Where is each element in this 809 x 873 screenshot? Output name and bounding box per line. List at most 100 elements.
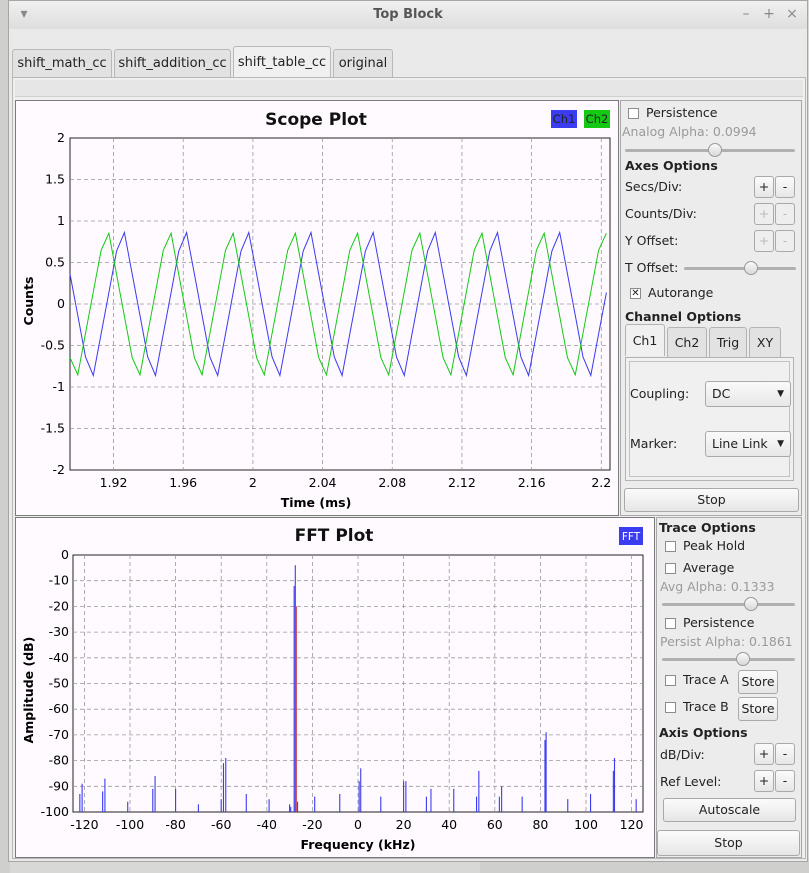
y-offset-decrease-button[interactable]: - xyxy=(775,230,795,252)
coupling-select[interactable]: DC ▼ xyxy=(705,381,791,407)
minimize-icon[interactable]: – xyxy=(742,6,750,22)
scope-title: Scope Plot xyxy=(265,110,367,130)
chevron-down-icon: ▼ xyxy=(777,439,784,449)
analog-alpha-slider-knob[interactable] xyxy=(708,143,723,157)
trace-a-store-button[interactable]: Store xyxy=(738,670,778,694)
analog-alpha-label: Analog Alpha: 0.0994 xyxy=(622,124,757,139)
ref-level-label: Ref Level: xyxy=(660,774,722,789)
scope-plot: Scope Plot Ch1 Ch2 1.92 1.96 2 2.04 2.08 2.12 2… xyxy=(21,110,611,510)
fft-stop-button[interactable]: Stop xyxy=(657,830,800,856)
fft-x-tick-label: -20 xyxy=(302,817,322,832)
ref-level-increase-button[interactable]: + xyxy=(754,770,774,792)
scope-series-ch2 xyxy=(69,231,607,377)
db-div-label: dB/Div: xyxy=(660,747,705,762)
db-div-increase-button[interactable]: + xyxy=(754,743,774,765)
marker-select[interactable]: Line Link ▼ xyxy=(705,431,791,457)
fft-y-tick-label: 0 xyxy=(61,547,69,562)
scope-y-tick-label: -1.5 xyxy=(41,421,65,436)
maximize-icon[interactable]: + xyxy=(763,6,775,22)
fft-x-tick-label: 100 xyxy=(574,817,598,832)
scope-y-tick-label: 0.5 xyxy=(45,255,65,270)
avg-alpha-label: Avg Alpha: 0.1333 xyxy=(660,579,775,594)
fft-x-tick-label: -100 xyxy=(116,817,144,832)
marker-label: Marker: xyxy=(630,436,678,451)
close-icon[interactable]: × xyxy=(786,6,798,22)
counts-div-increase-button[interactable]: + xyxy=(754,203,774,225)
average-label: Average xyxy=(683,560,735,575)
tab-label: original xyxy=(338,56,388,71)
autoscale-button[interactable]: Autoscale xyxy=(663,798,796,822)
fft-x-tick-label: 60 xyxy=(487,817,503,832)
persist-alpha-slider-track[interactable] xyxy=(662,658,795,661)
scope-x-tick-label: 2 xyxy=(249,475,257,490)
persist-alpha-label: Persist Alpha: 0.1861 xyxy=(660,634,793,649)
scope-control-panel: Persistence Analog Alpha: 0.0994 Axes Op… xyxy=(620,100,802,516)
secs-div-label: Secs/Div: xyxy=(625,179,683,194)
secs-div-increase-button[interactable]: + xyxy=(754,176,774,198)
fft-y-tick-label: -60 xyxy=(49,701,69,716)
fft-legend-label: FFT xyxy=(622,531,641,543)
fft-y-tick-label: -40 xyxy=(49,650,69,665)
scope-x-tick-label: 2.08 xyxy=(378,475,406,490)
channel-tab-ch1[interactable]: Ch1 xyxy=(625,324,665,356)
title-bar[interactable]: ▾ Top Block – + × xyxy=(9,1,807,29)
channel-tab-trig[interactable]: Trig xyxy=(709,327,747,357)
trace-a-label: Trace A xyxy=(683,672,729,687)
trace-b-store-button[interactable]: Store xyxy=(738,697,778,721)
scope-y-tick-label: 1.5 xyxy=(45,172,65,187)
tab-shift-math-cc[interactable]: shift_math_cc xyxy=(12,49,112,77)
fft-y-tick-label: -80 xyxy=(49,753,69,768)
channel-options-frame xyxy=(629,361,790,477)
tab-label: shift_math_cc xyxy=(17,56,107,71)
secs-div-decrease-button[interactable]: - xyxy=(775,176,795,198)
fft-x-axis-label: Frequency (kHz) xyxy=(301,837,416,852)
tab-shift-table-cc[interactable]: shift_table_cc xyxy=(233,46,331,78)
persistence-checkbox[interactable] xyxy=(628,108,639,119)
fft-y-tick-label: -50 xyxy=(49,676,69,691)
avg-alpha-slider-knob[interactable] xyxy=(744,597,759,611)
scope-x-tick-label: 2.12 xyxy=(448,475,476,490)
scope-stop-button[interactable]: Stop xyxy=(624,488,799,512)
t-offset-slider-track[interactable] xyxy=(684,267,796,270)
y-offset-label: Y Offset: xyxy=(625,233,679,248)
channel-options-heading: Channel Options xyxy=(625,309,742,324)
fft-x-tick-label: -60 xyxy=(211,817,231,832)
page-strip xyxy=(15,80,803,97)
t-offset-label: T Offset: xyxy=(625,260,679,275)
fft-x-tick-label: -40 xyxy=(257,817,277,832)
scope-y-axis-label: Counts xyxy=(21,277,36,326)
window-menu-icon[interactable]: ▾ xyxy=(20,6,28,22)
tab-shift-addition-cc[interactable]: shift_addition_cc xyxy=(114,49,231,77)
persist-alpha-slider-knob[interactable] xyxy=(736,652,751,666)
channel-tab-xy[interactable]: XY xyxy=(749,327,781,357)
fft-control-panel: Trace Options Peak Hold Average Avg Alph… xyxy=(656,517,802,858)
channel-tab-ch2[interactable]: Ch2 xyxy=(667,327,707,357)
scope-y-tick-label: 0 xyxy=(57,296,65,311)
tab-original[interactable]: original xyxy=(333,49,393,77)
average-checkbox[interactable] xyxy=(665,563,676,574)
fft-y-tick-label: -70 xyxy=(49,727,69,742)
ref-level-decrease-button[interactable]: - xyxy=(775,770,795,792)
scope-y-tick-label: 2 xyxy=(57,130,65,145)
trace-a-checkbox[interactable] xyxy=(665,675,676,686)
db-div-decrease-button[interactable]: - xyxy=(775,743,795,765)
fft-x-tick-label: 20 xyxy=(396,817,412,832)
avg-alpha-slider-track[interactable] xyxy=(662,603,795,606)
trace-b-checkbox[interactable] xyxy=(665,702,676,713)
autorange-checkbox[interactable]: ✕ xyxy=(630,288,641,299)
chevron-down-icon: ▼ xyxy=(777,389,784,399)
scope-x-tick-label: 1.92 xyxy=(100,475,128,490)
peak-hold-checkbox[interactable] xyxy=(665,541,676,552)
fft-persistence-checkbox[interactable] xyxy=(665,618,676,629)
counts-div-decrease-button[interactable]: - xyxy=(775,203,795,225)
fft-persistence-label: Persistence xyxy=(683,615,755,630)
y-offset-increase-button[interactable]: + xyxy=(754,230,774,252)
fft-plot: FFT Plot FFT -120 -100 -80 -60 -40 -20 0 20 40 60… xyxy=(21,526,644,852)
scope-y-tick-label: -2 xyxy=(53,462,65,477)
counts-div-label: Counts/Div: xyxy=(625,206,697,221)
scope-y-tick-label: 1 xyxy=(57,213,65,228)
scope-plot-panel: Scope Plot Ch1 Ch2 1.92 1.96 2 2.04 2.08 2.12 2… xyxy=(15,100,619,516)
fft-x-tick-label: -80 xyxy=(165,817,185,832)
axis-options-heading: Axis Options xyxy=(659,725,748,740)
t-offset-slider-knob[interactable] xyxy=(744,261,759,275)
